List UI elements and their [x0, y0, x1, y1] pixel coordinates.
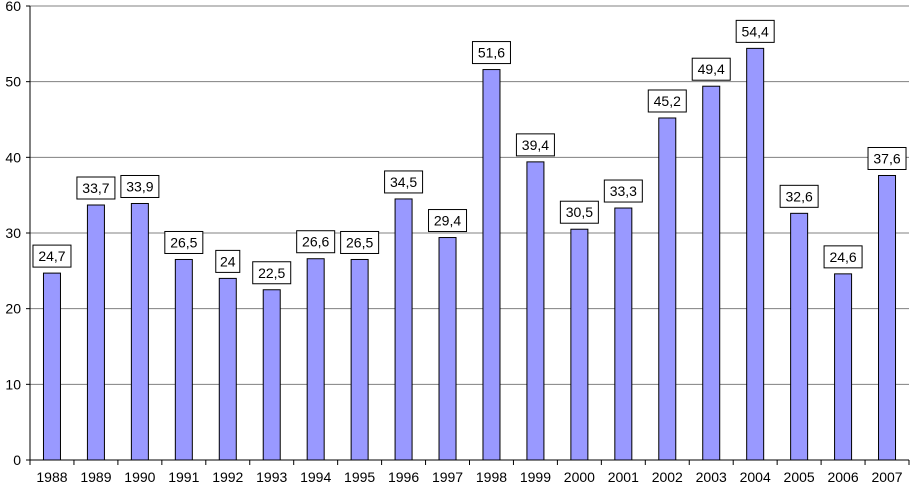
- x-tick-label: 2005: [784, 469, 815, 485]
- data-label-box: [647, 89, 687, 113]
- data-label-box: [384, 170, 424, 194]
- data-label-box: [471, 41, 511, 65]
- x-tick-label: 1998: [476, 469, 507, 485]
- data-label: 32,6: [786, 188, 813, 204]
- x-tick-label: 1999: [520, 469, 551, 485]
- data-label-box: [76, 176, 116, 200]
- bar: [86, 204, 105, 461]
- y-tick-label: 50: [5, 74, 21, 90]
- bar: [570, 228, 589, 461]
- data-label-box: [867, 146, 907, 170]
- bar: [658, 117, 677, 461]
- bars: [42, 47, 897, 461]
- bar: [702, 85, 721, 461]
- data-label: 22,5: [258, 265, 285, 281]
- x-tick-label: 1989: [80, 469, 111, 485]
- data-labels: 24,7 33,7 33,9 26,5 24 22,5 26,6 26,5 34,5 29,4 51…: [32, 19, 907, 285]
- bar: [218, 277, 237, 461]
- x-tick-label: 1988: [36, 469, 67, 485]
- data-label-box: [296, 230, 336, 254]
- bar: [262, 289, 281, 461]
- data-label: 34,5: [390, 174, 417, 190]
- data-label-box: [32, 244, 72, 268]
- x-tick-label: 1991: [168, 469, 199, 485]
- data-label: 51,6: [478, 45, 505, 61]
- bar: [746, 47, 765, 461]
- y-tick-label: 40: [5, 149, 21, 165]
- data-label-box: [428, 209, 468, 233]
- y-tick-label: 0: [13, 452, 21, 468]
- data-label: 26,5: [346, 234, 373, 250]
- x-tick-label: 2007: [871, 469, 902, 485]
- data-label-box: [340, 230, 380, 254]
- bar: [526, 161, 545, 461]
- x-tick-label: 2001: [608, 469, 639, 485]
- bar: [174, 258, 193, 461]
- data-label: 33,9: [126, 178, 153, 194]
- data-label-box: [779, 184, 819, 208]
- x-tick-label: 1995: [344, 469, 375, 485]
- data-label-box: [691, 57, 731, 81]
- x-tick-label: 1990: [124, 469, 155, 485]
- data-label-box: [252, 261, 292, 285]
- data-label-box: [515, 133, 555, 157]
- y-tick-label: 30: [5, 225, 21, 241]
- data-label-box: [120, 174, 160, 198]
- x-tick-label: 1993: [256, 469, 287, 485]
- x-axis-ticks: 1988 1989 1990 1991 1992 1993 1994 1995 1996 1997…: [29, 460, 910, 485]
- data-label-box: [735, 19, 775, 43]
- y-tick-label: 60: [5, 0, 21, 14]
- x-tick-label: 2004: [740, 469, 771, 485]
- data-label: 26,6: [302, 234, 329, 250]
- bar: [790, 212, 809, 461]
- bar: [130, 202, 149, 461]
- x-tick-label: 1992: [212, 469, 243, 485]
- data-label-box: [603, 179, 643, 203]
- data-label: 30,5: [566, 204, 593, 220]
- x-tick-label: 2003: [696, 469, 727, 485]
- x-tick-label: 2000: [564, 469, 595, 485]
- data-label-box: [823, 245, 863, 269]
- data-label: 24: [220, 253, 236, 269]
- data-label: 49,4: [698, 61, 725, 77]
- grid-lines: [30, 5, 909, 385]
- bar: [614, 207, 633, 461]
- data-label: 33,7: [82, 180, 109, 196]
- bar: [306, 258, 325, 461]
- data-label: 45,2: [654, 93, 681, 109]
- data-label: 33,3: [610, 183, 637, 199]
- data-label-box: [164, 230, 204, 254]
- data-label: 24,7: [38, 248, 65, 264]
- x-tick-label: 2002: [652, 469, 683, 485]
- x-tick-label: 1994: [300, 469, 331, 485]
- y-tick-label: 10: [5, 376, 21, 392]
- y-axis-ticks: 0 10 20 30 40 50 60: [5, 0, 30, 468]
- data-label: 29,4: [434, 213, 461, 229]
- data-label: 39,4: [522, 137, 549, 153]
- bar: [834, 273, 853, 461]
- data-label: 37,6: [873, 150, 900, 166]
- bar: [394, 198, 413, 461]
- bar: [42, 272, 61, 461]
- x-tick-label: 1997: [432, 469, 463, 485]
- data-label: 24,6: [829, 249, 856, 265]
- x-tick-label: 1996: [388, 469, 419, 485]
- bar: [350, 258, 369, 461]
- data-label-box: [215, 249, 241, 273]
- data-label-box: [559, 200, 599, 224]
- data-label: 26,5: [170, 234, 197, 250]
- bar: [482, 69, 501, 461]
- y-tick-label: 20: [5, 301, 21, 317]
- data-label: 54,4: [742, 23, 769, 39]
- x-tick-label: 2006: [827, 469, 858, 485]
- bar: [878, 174, 897, 461]
- bar: [438, 237, 457, 461]
